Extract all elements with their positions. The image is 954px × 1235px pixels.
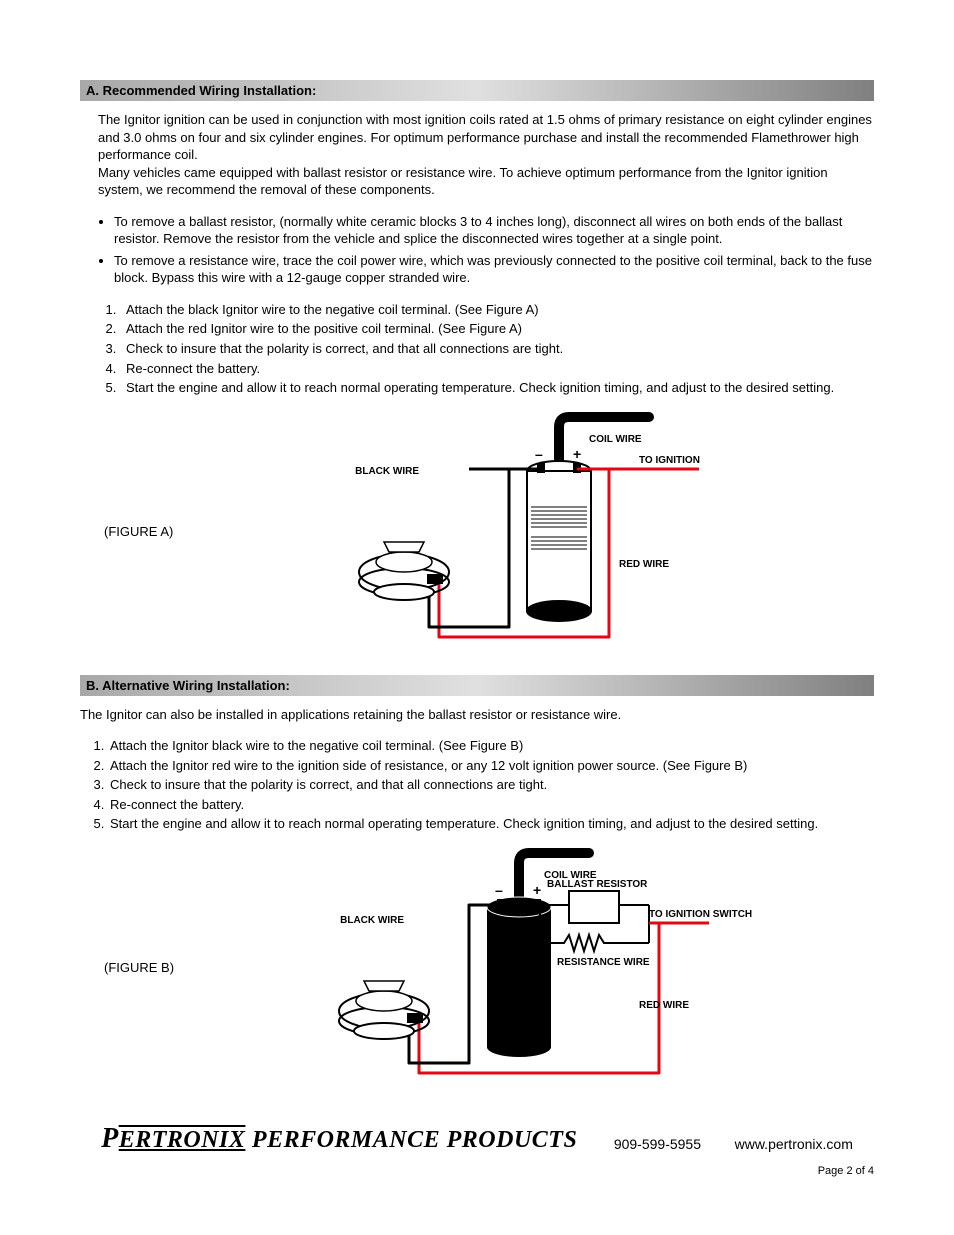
label-ballast: BALLAST RESISTOR xyxy=(547,879,648,890)
step-item: Re-connect the battery. xyxy=(120,360,874,378)
label-red-wire: RED WIRE xyxy=(619,559,669,570)
label-to-ignition: TO IGNITION xyxy=(639,455,700,466)
section-b-intro: The Ignitor can also be installed in app… xyxy=(80,706,874,724)
step-item: Start the engine and allow it to reach n… xyxy=(120,379,874,397)
section-a-header: A. Recommended Wiring Installation: xyxy=(80,80,874,101)
intro-text-1: The Ignitor ignition can be used in conj… xyxy=(98,112,872,162)
step-item: Check to insure that the polarity is cor… xyxy=(108,776,874,794)
label-red-wire-b: RED WIRE xyxy=(639,1000,689,1011)
figure-b-row: (FIGURE B) COIL WIRE – + BLACK WIRE xyxy=(80,843,874,1093)
label-minus: – xyxy=(535,446,543,462)
label-black-wire: BLACK WIRE xyxy=(355,466,419,477)
step-item: Check to insure that the polarity is cor… xyxy=(120,340,874,358)
section-a-intro: The Ignitor ignition can be used in conj… xyxy=(98,111,874,199)
brand-p: P xyxy=(101,1123,119,1154)
bullet-item: To remove a ballast resistor, (normally … xyxy=(114,213,874,248)
label-black-wire-b: BLACK WIRE xyxy=(340,915,404,926)
step-item: Attach the Ignitor black wire to the neg… xyxy=(108,737,874,755)
step-item: Attach the Ignitor red wire to the ignit… xyxy=(108,757,874,775)
footer-url: www.pertronix.com xyxy=(735,1136,853,1152)
footer: PERTRONIX PERFORMANCE PRODUCTS 909-599-5… xyxy=(80,1123,874,1155)
page: A. Recommended Wiring Installation: The … xyxy=(0,0,954,1197)
figure-b-label: (FIGURE B) xyxy=(80,960,224,975)
footer-phone: 909-599-5955 xyxy=(614,1136,701,1152)
label-coil-wire: COIL WIRE xyxy=(589,434,642,445)
section-a-steps: Attach the black Ignitor wire to the neg… xyxy=(80,301,874,397)
figure-a-diagram: COIL WIRE – + xyxy=(224,407,874,657)
brand-text-2: PERFORMANCE PRODUCTS xyxy=(245,1127,577,1153)
figure-a-row: (FIGURE A) COIL WIRE xyxy=(80,407,874,657)
section-a-bullets: To remove a ballast resistor, (normally … xyxy=(80,213,874,287)
step-item: Re-connect the battery. xyxy=(108,796,874,814)
label-plus-b: + xyxy=(533,882,541,898)
page-number: Page 2 of 4 xyxy=(80,1165,874,1177)
section-b-header: B. Alternative Wiring Installation: xyxy=(80,675,874,696)
section-b-steps: Attach the Ignitor black wire to the neg… xyxy=(80,737,874,833)
figure-a-label: (FIGURE A) xyxy=(80,524,224,539)
label-minus-b: – xyxy=(495,882,503,898)
step-item: Attach the black Ignitor wire to the neg… xyxy=(120,301,874,319)
label-resistance-wire: RESISTANCE WIRE xyxy=(557,957,650,968)
label-to-ignition-b: TO IGNITION SWITCH xyxy=(649,909,752,920)
step-item: Start the engine and allow it to reach n… xyxy=(108,815,874,833)
brand-logo: PERTRONIX PERFORMANCE PRODUCTS xyxy=(101,1127,584,1153)
brand-text-1: ERTRONIX xyxy=(119,1127,246,1153)
figure-b-diagram: COIL WIRE – + BLACK WIRE BALLAST RESISTO… xyxy=(224,843,874,1093)
step-item: Attach the red Ignitor wire to the posit… xyxy=(120,320,874,338)
bullet-item: To remove a resistance wire, trace the c… xyxy=(114,252,874,287)
label-plus: + xyxy=(573,446,581,462)
intro-text-2: Many vehicles came equipped with ballast… xyxy=(98,165,828,198)
